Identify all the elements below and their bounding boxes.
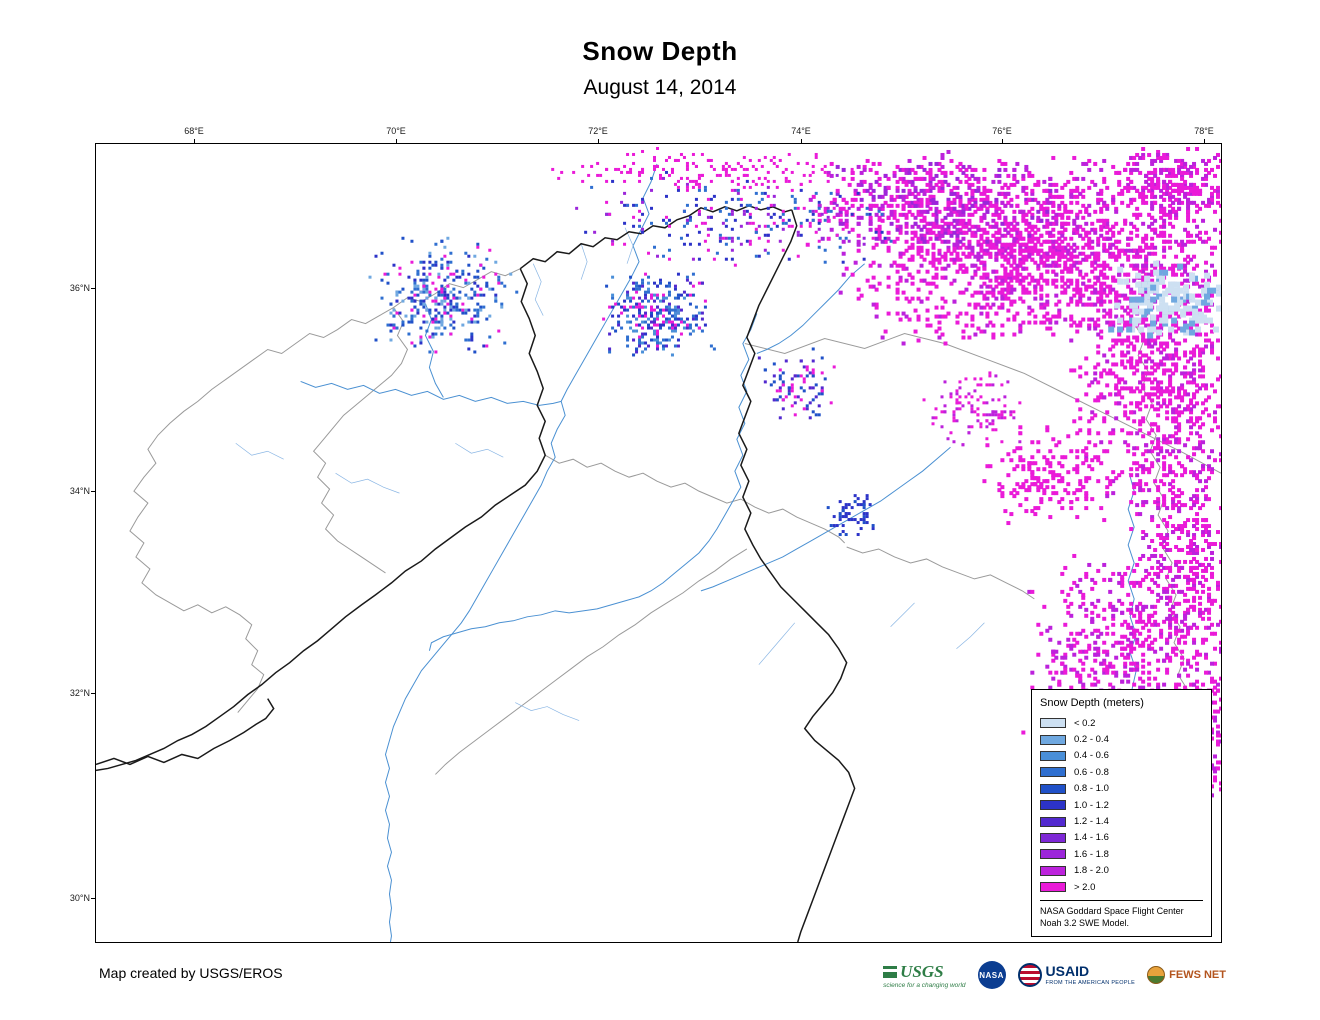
legend-swatch bbox=[1040, 734, 1066, 745]
page-title: Snow Depth bbox=[582, 36, 738, 66]
map-frame: Snow Depth (meters) < 0.2 0.2 - 0.4 0.4 - … bbox=[70, 126, 1222, 943]
usgs-wave-icon bbox=[883, 965, 898, 978]
lat-tick bbox=[91, 898, 96, 899]
lon-tick bbox=[194, 139, 195, 144]
lat-tick bbox=[91, 288, 96, 289]
legend-credit: NASA Goddard Space Flight Center Noah 3.… bbox=[1040, 900, 1203, 929]
legend-row: 1.0 - 1.2 bbox=[1040, 797, 1203, 813]
fewsnet-logo-text: FEWS NET bbox=[1169, 969, 1226, 981]
legend-label: 0.8 - 1.0 bbox=[1074, 783, 1109, 795]
usaid-tagline: FROM THE AMERICAN PEOPLE bbox=[1045, 980, 1136, 986]
legend-row: 1.4 - 1.6 bbox=[1040, 830, 1203, 846]
legend-title: Snow Depth (meters) bbox=[1040, 697, 1144, 709]
legend-swatch bbox=[1040, 882, 1066, 893]
fewsnet-logo: FEWS NET bbox=[1147, 966, 1226, 984]
legend-row: 0.4 - 0.6 bbox=[1040, 748, 1203, 764]
legend-credit-line2: Noah 3.2 SWE Model. bbox=[1040, 918, 1130, 929]
legend-credit-line1: NASA Goddard Space Flight Center bbox=[1040, 906, 1184, 917]
legend-swatch bbox=[1040, 718, 1066, 729]
legend-items: < 0.2 0.2 - 0.4 0.4 - 0.6 0.6 - 0.8 0.8 - 1.… bbox=[1040, 715, 1203, 895]
legend-row: > 2.0 bbox=[1040, 879, 1203, 895]
page-subtitle: August 14, 2014 bbox=[583, 76, 737, 99]
lon-tick bbox=[801, 139, 802, 144]
lon-label: 76°E bbox=[992, 126, 1012, 136]
legend-label: 1.8 - 2.0 bbox=[1074, 865, 1109, 877]
partner-logos: USGS science for a changing world NASA U… bbox=[883, 954, 1226, 996]
nasa-logo: NASA bbox=[977, 961, 1006, 989]
legend: Snow Depth (meters) < 0.2 0.2 - 0.4 0.4 - … bbox=[1031, 689, 1212, 937]
legend-label: 1.0 - 1.2 bbox=[1074, 799, 1109, 811]
lat-label: 32°N bbox=[69, 688, 90, 698]
legend-label: 0.2 - 0.4 bbox=[1074, 734, 1109, 746]
lon-tick bbox=[598, 139, 599, 144]
map-canvas bbox=[96, 146, 1221, 942]
usgs-logo-text: USGS bbox=[900, 961, 944, 981]
legend-row: 1.6 - 1.8 bbox=[1040, 846, 1203, 862]
legend-row: < 0.2 bbox=[1040, 715, 1203, 731]
legend-row: 0.2 - 0.4 bbox=[1040, 731, 1203, 747]
lon-label: 70°E bbox=[386, 126, 406, 136]
legend-swatch bbox=[1040, 783, 1066, 794]
lon-label: 68°E bbox=[184, 126, 204, 136]
legend-row: 1.8 - 2.0 bbox=[1040, 863, 1203, 879]
legend-label: 0.6 - 0.8 bbox=[1074, 766, 1109, 778]
lat-label: 34°N bbox=[69, 486, 90, 496]
legend-swatch bbox=[1040, 767, 1066, 778]
legend-label: 1.2 - 1.4 bbox=[1074, 816, 1109, 828]
lat-tick bbox=[91, 491, 96, 492]
usaid-logo-text: USAID bbox=[1045, 963, 1090, 979]
lon-label: 78°E bbox=[1194, 126, 1214, 136]
legend-row: 0.8 - 1.0 bbox=[1040, 781, 1203, 797]
legend-swatch bbox=[1040, 800, 1066, 811]
legend-label: > 2.0 bbox=[1074, 881, 1096, 893]
lat-label: 36°N bbox=[69, 283, 90, 293]
lon-label: 72°E bbox=[588, 126, 608, 136]
lon-tick bbox=[396, 139, 397, 144]
fews-globe-icon bbox=[1147, 966, 1166, 984]
legend-label: 0.4 - 0.6 bbox=[1074, 750, 1109, 762]
minor-streams bbox=[235, 227, 985, 721]
usgs-logo: USGS science for a changing world bbox=[883, 961, 966, 989]
legend-label: 1.4 - 1.6 bbox=[1074, 832, 1109, 844]
lon-tick bbox=[1002, 139, 1003, 144]
legend-swatch bbox=[1040, 750, 1066, 761]
usaid-seal-icon bbox=[1017, 963, 1042, 987]
lon-label: 74°E bbox=[791, 126, 811, 136]
usaid-logo: USAID FROM THE AMERICAN PEOPLE bbox=[1017, 963, 1136, 987]
legend-row: 0.6 - 0.8 bbox=[1040, 764, 1203, 780]
legend-swatch bbox=[1040, 865, 1066, 876]
lon-tick bbox=[1204, 139, 1205, 144]
lat-tick bbox=[91, 693, 96, 694]
legend-swatch bbox=[1040, 849, 1066, 860]
map-credit: Map created by USGS/EROS bbox=[99, 965, 283, 981]
watershed-boundaries bbox=[129, 268, 1221, 803]
legend-label: 1.6 - 1.8 bbox=[1074, 848, 1109, 860]
legend-swatch bbox=[1040, 832, 1066, 843]
legend-swatch bbox=[1040, 816, 1066, 827]
snow-depth-raster bbox=[368, 146, 1221, 798]
legend-row: 1.2 - 1.4 bbox=[1040, 813, 1203, 829]
lat-label: 30°N bbox=[69, 893, 90, 903]
legend-label: < 0.2 bbox=[1074, 717, 1096, 729]
usgs-tagline: science for a changing world bbox=[883, 981, 966, 989]
nasa-meatball-icon: NASA bbox=[977, 961, 1006, 989]
